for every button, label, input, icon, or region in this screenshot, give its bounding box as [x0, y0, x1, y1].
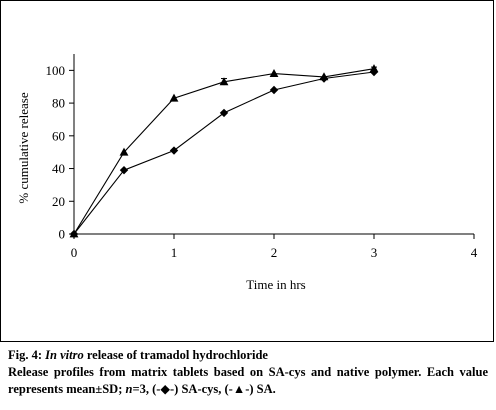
y-tick-label: 20: [52, 194, 65, 209]
caption-title-rest: release of tramadol hydrochloride: [83, 348, 268, 362]
triangle-marker: [219, 77, 229, 86]
caption-desc-part-1: Release profiles from matrix tablets bas…: [8, 365, 488, 396]
series-line-diamond: [73, 71, 375, 235]
caption-fig-number: Fig. 4:: [8, 348, 46, 362]
figure-caption: Fig. 4: In vitro release of tramadol hyd…: [8, 347, 488, 398]
y-tick-label: 40: [52, 161, 65, 176]
x-tick-label: 1: [171, 245, 178, 260]
series-line-triangle: [73, 68, 375, 235]
triangle-marker: [69, 229, 79, 238]
x-tick-label: 4: [471, 245, 478, 260]
caption-italic-term: In vitro: [45, 348, 84, 362]
diamond-marker: [169, 146, 179, 155]
diamond-marker: [219, 108, 229, 118]
x-axis-label: Time in hrs: [246, 277, 305, 292]
y-tick-label: 0: [59, 227, 66, 242]
triangle-marker: [319, 72, 329, 81]
figure-frame: [0, 0, 494, 342]
diamond-marker: [269, 85, 279, 95]
y-tick-label: 80: [52, 96, 65, 111]
y-tick-label: 60: [52, 128, 65, 143]
caption-description: Release profiles from matrix tablets bas…: [8, 364, 488, 398]
triangle-marker: [169, 93, 179, 102]
x-tick-label: 3: [371, 245, 378, 260]
caption-n-symbol: n: [125, 382, 133, 396]
chart: % cumulative release Time in hrs 0 1 2 3 402…: [16, 54, 478, 292]
triangle-marker: [269, 69, 279, 78]
x-tick-label: 2: [271, 245, 278, 260]
x-tick-label: 0: [71, 245, 78, 260]
triangle-marker: [119, 147, 129, 156]
y-axis-label: % cumulative release: [16, 92, 31, 203]
y-tick-label: 100: [46, 63, 66, 78]
diamond-marker: [119, 165, 129, 175]
caption-title: Fig. 4: In vitro release of tramadol hyd…: [8, 347, 488, 364]
triangle-marker: [369, 64, 379, 73]
caption-desc-part-2: =3, (-◆-) SA-cys, (-▲-) SA.: [132, 382, 276, 396]
